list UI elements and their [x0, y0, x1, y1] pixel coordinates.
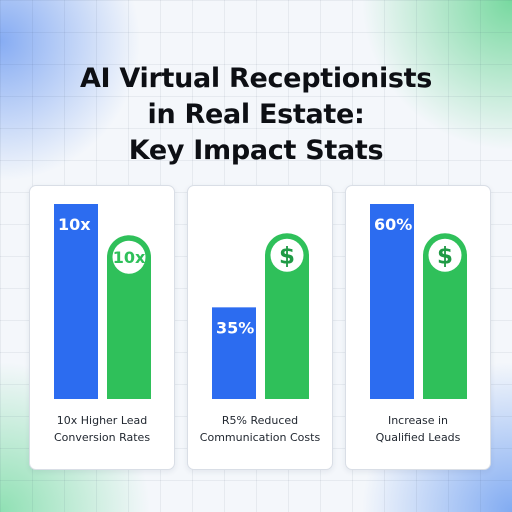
- title-line-2: in Real Estate:: [147, 99, 365, 130]
- bar-blue: [54, 204, 98, 399]
- stat-caption: 10x Higher Lead Conversion Rates: [30, 412, 174, 446]
- dollar-icon: $: [279, 243, 295, 269]
- bar-chart-conversion: 10x 10x: [54, 204, 151, 399]
- caption-line-2: Conversion Rates: [53, 431, 151, 444]
- caption-line-1: 10x Higher Lead: [56, 414, 148, 427]
- bar-label-badge: [112, 240, 146, 274]
- bar-green: [107, 235, 151, 399]
- caption-line-2: Qualified Leads: [375, 431, 461, 444]
- stat-caption: R5% Reduced Communication Costs: [188, 412, 332, 446]
- stat-card-leads: 60% $ Increase in Qualified Leads: [345, 185, 491, 470]
- bar-green: [265, 233, 309, 399]
- bar-chart-leads: 60% $: [370, 204, 467, 399]
- bar-green: [423, 233, 467, 399]
- stat-caption: Increase in Qualified Leads: [346, 412, 490, 446]
- bar-label-badge: [270, 238, 304, 272]
- page-title: AI Virtual Receptionists in Real Estate:…: [0, 61, 512, 169]
- bar-value-label: 60%: [374, 215, 412, 234]
- title-line-3: Key Impact Stats: [128, 135, 384, 166]
- caption-line-1: Increase in: [387, 414, 449, 427]
- stat-card-costs: 35% $ R5% Reduced Communication Costs: [187, 185, 333, 470]
- bar-blue: [212, 307, 256, 399]
- bar-value-label: 10x: [113, 248, 146, 267]
- bar-blue: [370, 204, 414, 399]
- caption-line-2: Communication Costs: [199, 431, 321, 444]
- title-line-1: AI Virtual Receptionists: [79, 63, 433, 94]
- bar-chart-costs: 35% $: [212, 233, 309, 399]
- caption-line-1: R5% Reduced: [221, 414, 299, 427]
- stat-card-conversion: 10x 10x 10x Higher Lead Conversion Rates: [29, 185, 175, 470]
- bar-value-label: 10x: [58, 215, 91, 234]
- dollar-icon: $: [437, 243, 453, 269]
- bar-value-label: 35%: [216, 318, 254, 337]
- bar-label-badge: [428, 238, 462, 272]
